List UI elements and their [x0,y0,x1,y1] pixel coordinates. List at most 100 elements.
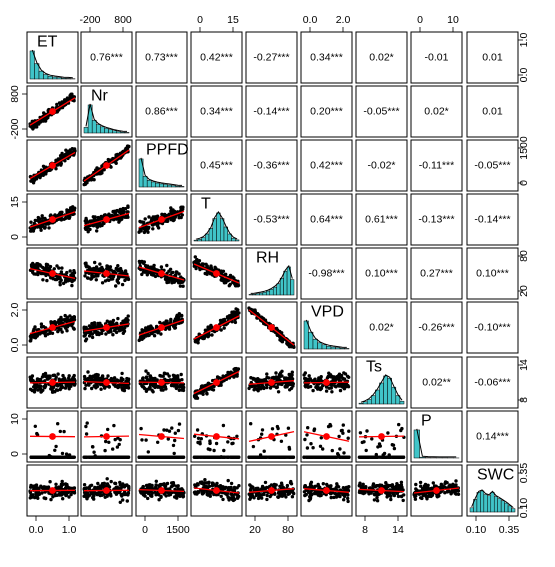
scatter-point [92,178,96,182]
mean-point [158,216,165,223]
scatter-point [342,371,346,375]
scatter-point [275,385,279,389]
scatter-point [326,455,331,459]
scatter-point [52,373,57,377]
scatter-point [60,451,65,456]
histogram-bar [43,74,49,80]
correlation-label: 0.02* [369,321,394,333]
scatter-point [44,263,49,268]
scatter-point [254,455,258,459]
panel-RH-Ts: 0.10*** [355,247,408,300]
scatter-point [393,455,397,459]
panel-frame [355,193,408,246]
scatter-point [237,311,241,315]
scatter-point [105,264,109,268]
scatter-point [303,371,307,375]
scatter-point [84,216,88,221]
scatter-point [83,274,87,278]
scatter-point [365,429,369,433]
scatter-point [115,445,120,449]
scatter-point [29,220,33,224]
scatter-point [229,481,234,486]
mean-point [378,433,385,440]
mean-point [213,379,220,386]
scatter-point [370,455,375,459]
scatter-point [113,481,117,485]
scatter-point [121,386,125,391]
variable-name-label: Ts [366,358,382,375]
mean-point [49,162,56,169]
panel-ET-Nr: 0.76*** [80,31,133,84]
panel-T-ET [26,193,79,246]
panel-T-P: -0.13*** [410,193,463,246]
panel-T-Nr [80,193,133,246]
scatter-point [33,125,37,129]
panel-VPD-P: -0.26*** [410,301,463,354]
scatter-points [192,423,241,459]
scatter-point [303,437,307,442]
scatter-point [346,436,350,440]
scatter-point [84,424,88,429]
scatter-point [336,452,340,456]
histogram-bar [248,294,253,296]
scatter-point [60,330,64,334]
scatter-point [169,276,173,281]
histogram-bar [344,348,350,350]
panel-P-RH [245,410,298,463]
scatter-point [251,455,255,459]
scatter-point [55,102,59,107]
histogram-bar [227,233,232,242]
histogram-bar [171,185,177,188]
scatter-point [106,427,110,432]
scatter-point [171,443,176,448]
correlation-label: -0.05*** [474,159,510,171]
scatter-point [87,324,92,328]
panel-Nr-P: 0.02* [410,85,463,138]
scatter-point [40,491,44,495]
scatter-point [96,481,100,486]
scatter-point [109,268,113,272]
scatter-point [96,374,100,379]
scatter-point [90,274,94,278]
scatter-point [169,317,173,322]
scatter-points [82,421,131,459]
scatter-point [86,494,90,498]
panel-Nr-T: 0.34*** [190,85,243,138]
panel-P-Nr [80,410,133,463]
scatter-point [59,270,64,274]
scatter-point [45,278,49,283]
scatter-point [229,455,233,459]
histogram-bar [358,402,364,405]
scatter-point [126,384,130,389]
histogram-bar [159,183,164,188]
scatter-point [154,485,158,489]
scatter-point [154,222,158,226]
histogram-bar [399,400,405,405]
scatter-point [179,388,184,392]
mean-point [158,270,165,277]
scatter-point [175,314,179,319]
scatter-point [199,455,203,459]
scatter-point [330,448,334,453]
scatter-point [47,168,51,173]
scatter-point [123,455,127,459]
correlation-label: 0.64*** [310,213,343,225]
scatter-point [107,212,111,216]
panel-RH-T [190,247,243,300]
scatter-point [209,267,214,271]
scatter-point [29,229,33,233]
scatter-point [49,213,53,217]
panel-frame [135,139,188,192]
histogram-bar [269,289,274,296]
scatter-point [114,455,118,459]
mean-point [213,324,220,331]
mean-point [213,433,220,440]
correlation-label: 0.01 [482,51,503,63]
scatter-point [120,371,124,376]
scatter-point [29,334,33,338]
scatter-point [267,455,272,459]
scatter-point [146,496,150,501]
histogram-bar [375,389,380,405]
panel-P-PPFD [135,410,188,463]
scatter-point [29,179,33,183]
